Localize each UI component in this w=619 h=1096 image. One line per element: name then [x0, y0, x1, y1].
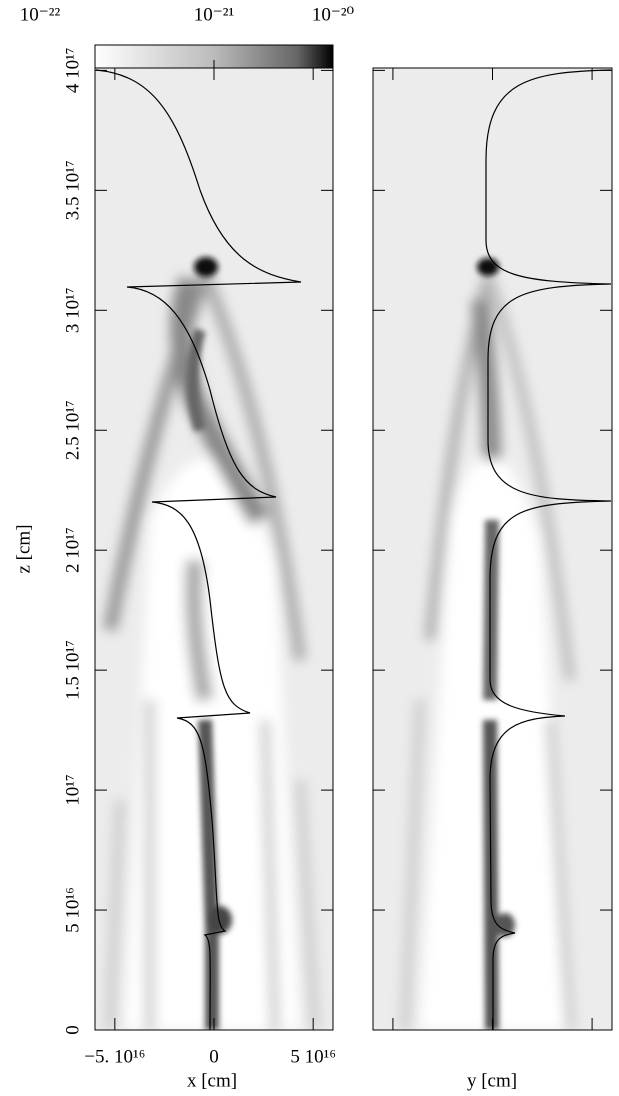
y-axis-label: z [cm]	[13, 524, 34, 573]
y-tick-label: 3.5 10¹⁷	[62, 160, 83, 220]
colorbar-tick-label: 10⁻²¹	[194, 4, 235, 25]
colorbar-tick-label: 10⁻²⁰	[312, 4, 355, 25]
profile-curve	[485, 69, 612, 1030]
y-tick-label: 2.5 10¹⁷	[62, 400, 83, 460]
y-tick-label: 0	[62, 1025, 83, 1035]
x-axis-label: x [cm]	[187, 1070, 237, 1091]
density-map-left	[95, 68, 333, 1030]
colorbar-tick-label: 10⁻²²	[20, 4, 61, 25]
y-tick-label: 3 10¹⁷	[62, 288, 83, 334]
y-tick-label: 5 10¹⁶	[62, 887, 83, 933]
y-tick-label: 1.5 10¹⁷	[62, 640, 83, 700]
x-tick-label: 5 10¹⁶	[290, 1046, 336, 1067]
profile-curve	[95, 69, 302, 1030]
y-tick-label: 4 10¹⁷	[62, 48, 83, 94]
y-tick-label: 2 10¹⁷	[62, 527, 83, 573]
x-axis-label: y [cm]	[467, 1070, 517, 1091]
x-tick-label: −5. 10¹⁶	[84, 1046, 145, 1067]
x-tick-label: 0	[209, 1046, 219, 1067]
y-tick-label: 10¹⁷	[62, 774, 83, 805]
density-map-right	[373, 68, 612, 1030]
